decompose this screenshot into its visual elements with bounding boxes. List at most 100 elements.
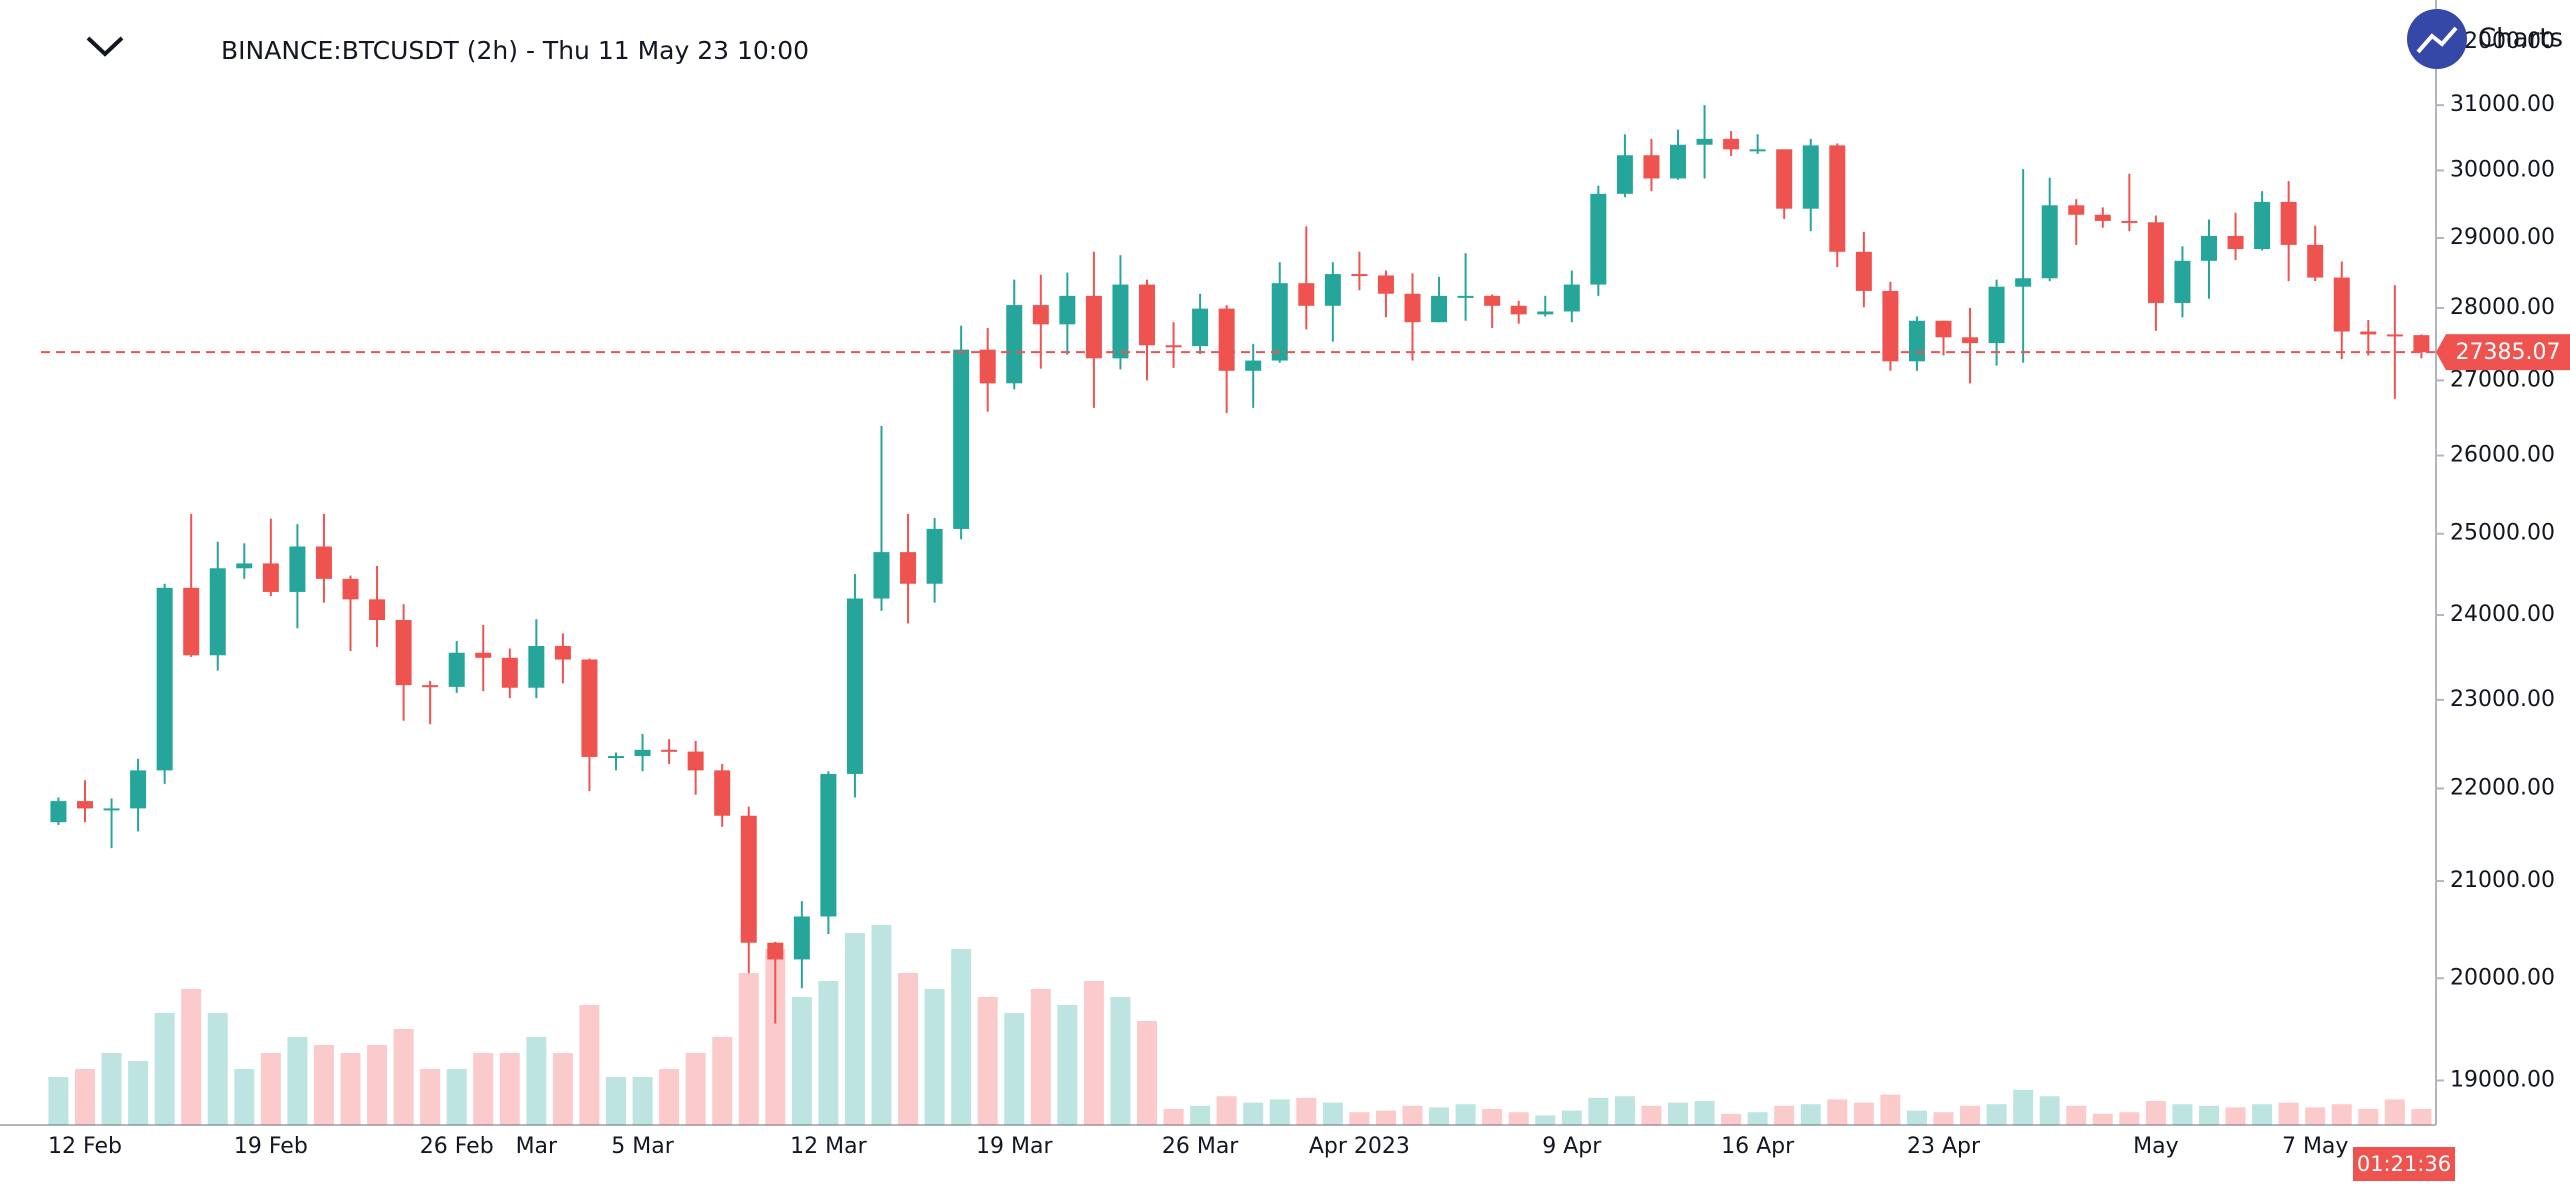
volume-bar — [2358, 1109, 2379, 1125]
volume-bar — [2092, 1113, 2113, 1125]
candle-body — [262, 563, 279, 592]
volume-bar — [1880, 1094, 1901, 1125]
candle-body — [1457, 295, 1474, 298]
volume-bar — [1668, 1102, 1688, 1125]
candle-body — [2201, 235, 2217, 261]
volume-bar — [75, 1069, 95, 1125]
volume-bar — [951, 949, 972, 1125]
volume-bar — [1933, 1112, 1954, 1125]
candle-body — [501, 657, 518, 688]
logo-icon — [2416, 26, 2458, 54]
volume-bar — [1721, 1113, 1742, 1125]
candle-body — [289, 546, 306, 592]
y-tick-label: 29000.00 — [2450, 225, 2555, 250]
candle-body — [236, 563, 253, 569]
x-tick-label: 5 Mar — [611, 1134, 674, 1159]
volume-bar — [2411, 1109, 2432, 1125]
volume-bar — [1030, 989, 1051, 1125]
candle-body — [1537, 311, 1554, 315]
volume-bar — [526, 1037, 547, 1125]
y-tick-label: 26000.00 — [2450, 443, 2555, 468]
volume-bar — [2172, 1104, 2193, 1125]
x-tick-label: Mar — [516, 1134, 558, 1159]
y-tick-label: 32000.00 — [2450, 29, 2555, 54]
candle-body — [50, 801, 67, 823]
y-tick-label: 28000.00 — [2450, 295, 2555, 320]
candle-body — [634, 749, 651, 757]
candle-body — [2280, 201, 2297, 245]
candle-body — [979, 349, 996, 384]
candle-body — [1590, 193, 1607, 285]
volume-bar — [207, 1013, 228, 1125]
volume-bar — [2384, 1099, 2405, 1125]
candle-body — [475, 652, 492, 658]
candle-body — [2360, 331, 2377, 335]
volume-bar — [1800, 1104, 1821, 1125]
candle-body — [1351, 274, 1368, 277]
logo-text[interactable]: Charts — [2478, 24, 2563, 54]
y-tick-label: 20000.00 — [2450, 965, 2555, 990]
volume-bar — [1508, 1112, 1529, 1125]
volume-bar — [393, 1029, 414, 1125]
volume-bar — [632, 1077, 653, 1125]
candle-body — [77, 801, 93, 809]
candle-body — [1431, 295, 1448, 323]
candle-body — [926, 528, 943, 584]
volume-bar — [2252, 1104, 2273, 1125]
candle-body — [687, 751, 704, 771]
candle-body — [1643, 155, 1660, 179]
candle-body — [1112, 284, 1129, 359]
volume-bar — [1057, 1005, 1078, 1125]
candle-body — [1218, 308, 1235, 371]
volume-bar — [1986, 1104, 2007, 1125]
y-tick-label: 31000.00 — [2450, 92, 2555, 117]
candle-body — [661, 749, 678, 752]
candle-body — [1085, 295, 1102, 359]
collapse-chevron[interactable] — [86, 36, 124, 57]
volume-bar — [1455, 1104, 1476, 1125]
volume-bar — [128, 1061, 149, 1125]
x-tick-label: 7 May — [2282, 1134, 2348, 1159]
volume-bar — [1322, 1102, 1343, 1125]
candle-body — [793, 916, 810, 960]
candle-body — [1962, 337, 1979, 344]
candle-body — [608, 756, 624, 759]
candle-body — [1510, 305, 1527, 315]
candle-body — [1935, 320, 1952, 338]
x-tick-label: 9 Apr — [1542, 1134, 1602, 1159]
candle-body — [2121, 220, 2138, 223]
candle-body — [1882, 290, 1899, 362]
volume-bar — [2039, 1096, 2060, 1125]
volume-bar — [287, 1037, 308, 1125]
volume-bar — [844, 933, 865, 1125]
volume-bar — [2305, 1107, 2326, 1125]
volume-bar — [2199, 1105, 2219, 1125]
volume-bar — [2145, 1101, 2166, 1125]
candle-body — [900, 552, 917, 584]
volume-bar — [685, 1053, 706, 1125]
volume-bar — [1482, 1109, 1503, 1125]
volume-bar — [1641, 1105, 1662, 1125]
countdown: 01:21:36 — [2357, 1152, 2451, 1176]
candle-body — [130, 770, 147, 809]
countdown-box — [2353, 1147, 2455, 1181]
y-tick-label: 21000.00 — [2450, 868, 2555, 893]
candle-body — [183, 587, 200, 656]
candle-body — [767, 942, 784, 960]
volume-bar — [1535, 1115, 1556, 1125]
candle-body — [209, 568, 226, 656]
volume-bar — [1083, 981, 1104, 1125]
volume-bar — [154, 1013, 175, 1125]
volume-bar — [367, 1045, 388, 1125]
candle-body — [1988, 286, 2005, 344]
volume-bar — [1216, 1096, 1237, 1125]
volume-bar — [818, 981, 839, 1125]
volume-bar — [1747, 1112, 1768, 1125]
volume-bar — [1349, 1112, 1370, 1125]
volume-bar — [1906, 1110, 1927, 1125]
candle-body — [2333, 277, 2350, 332]
volume-bar — [791, 997, 812, 1125]
candle-body — [1192, 308, 1209, 346]
candle-body — [1670, 144, 1686, 179]
